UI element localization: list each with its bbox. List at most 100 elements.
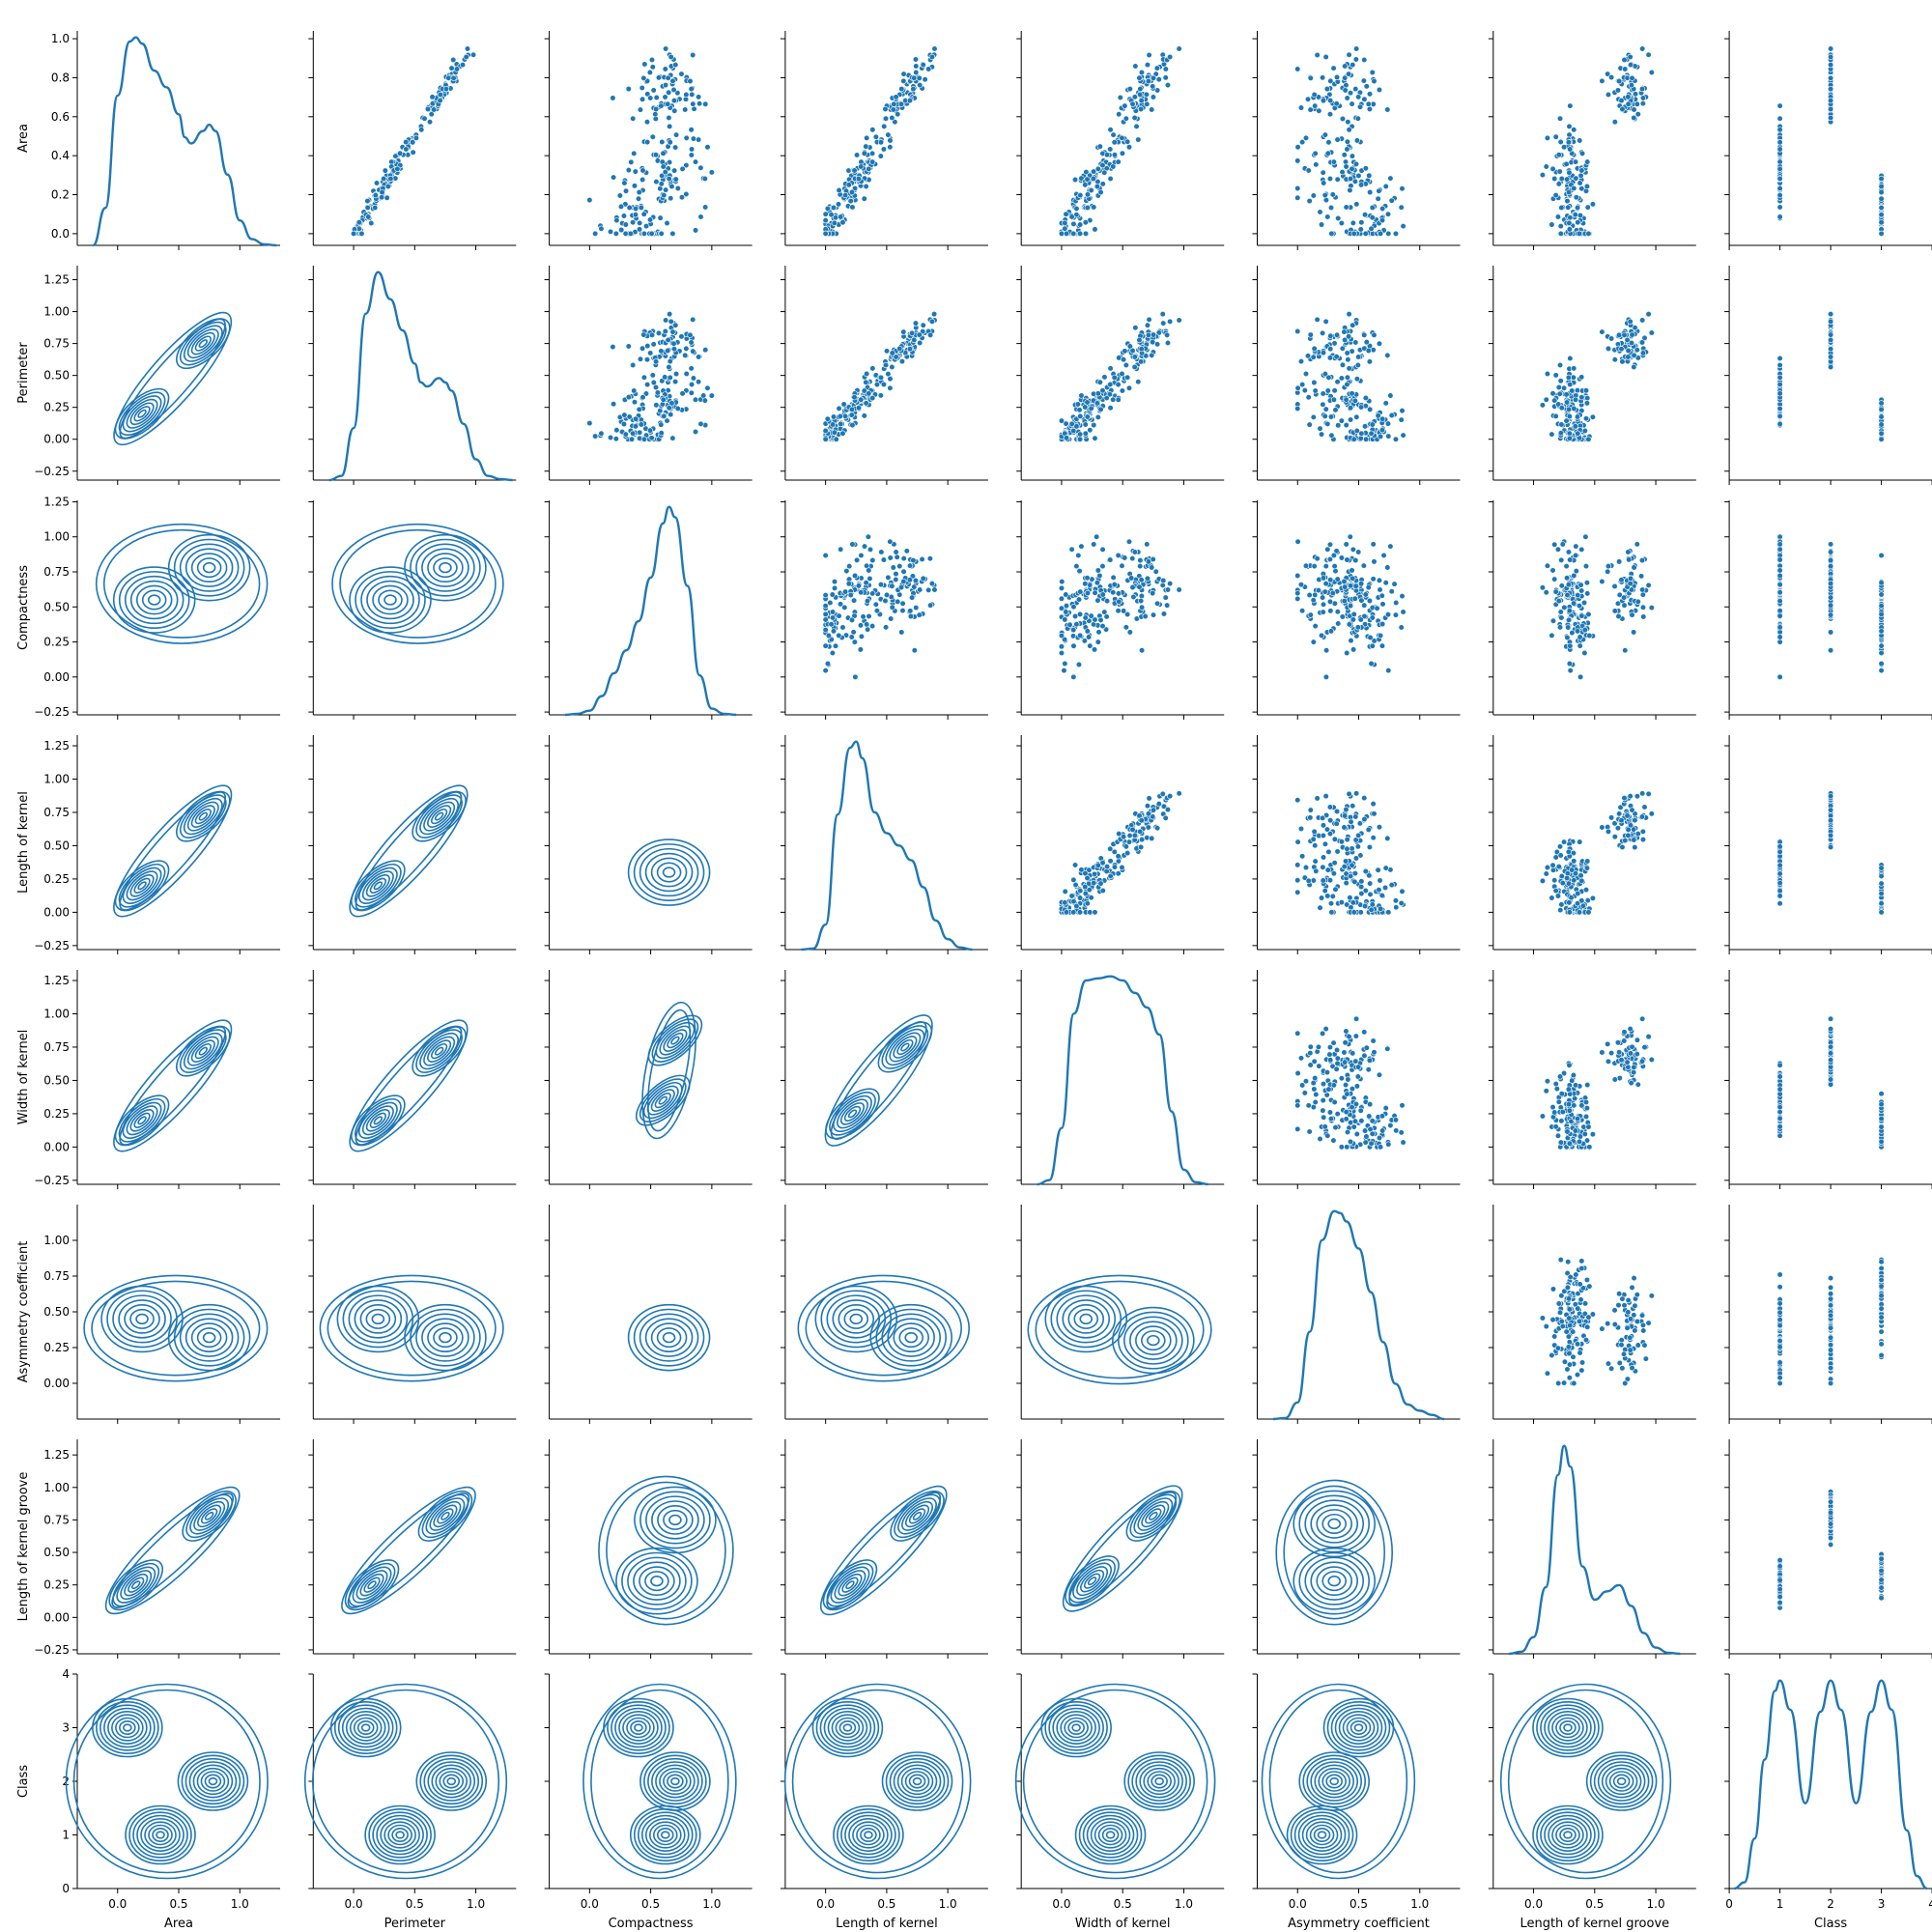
scatter-point [1341,328,1348,335]
scatter-point [893,94,899,100]
scatter-point [469,51,477,58]
scatter-point [384,183,391,190]
scatter-point [637,429,643,436]
scatter-point [1625,354,1632,360]
scatter-point [648,331,656,339]
scatter-point [1365,100,1372,107]
scatter-point [1071,862,1079,868]
scatter-point [1111,374,1118,381]
scatter-point [880,556,888,563]
scatter-point [1327,628,1335,635]
scatter-point [1370,801,1377,808]
scatter-point [1297,104,1305,111]
scatter-point [1138,358,1145,365]
y-tick-label: 0.75 [43,806,70,819]
scatter-point [889,604,895,611]
scatter-point [667,374,673,381]
scatter-point [1115,608,1122,614]
scatter-point [1070,604,1077,611]
y-tick-label: 0.25 [43,401,70,414]
scatter-point [1552,133,1559,140]
scatter-point [1119,150,1125,156]
scatter-point [1096,572,1103,580]
scatter-point [1558,421,1565,428]
y-tick-label: 1.0 [51,32,70,45]
scatter-point [1639,45,1646,52]
scatter-point [1324,150,1331,156]
scatter-point [1639,317,1646,324]
scatter-point [1827,53,1834,61]
scatter-point [1627,581,1634,587]
scatter-point [1369,901,1376,908]
scatter-point [1573,194,1579,201]
scatter-point [1638,339,1646,346]
scatter-point [1648,810,1655,817]
kde-contour [644,852,694,893]
scatter-point [1563,417,1570,424]
scatter-point [1327,817,1334,824]
scatter-point [1164,81,1172,89]
scatter-point [1332,407,1339,413]
scatter-point [848,616,856,624]
scatter-point [1363,339,1370,346]
scatter-point [1092,616,1098,623]
scatter-point [1099,181,1106,187]
kde-contour [114,387,170,440]
scatter-point [1115,396,1122,403]
scatter-point [1326,804,1334,810]
scatter-point [1565,624,1572,631]
scatter-point [1122,554,1128,561]
scatter-point [613,427,620,434]
scatter-point [1343,421,1350,429]
scatter-point [1320,594,1326,601]
scatter-point [861,412,867,419]
scatter-point [1589,895,1597,901]
scatter-point [1392,436,1400,442]
scatter-point [1327,346,1334,353]
scatter-point [1070,876,1077,883]
scatter-point [1326,598,1334,605]
scatter-point [866,612,872,620]
scatter-point [657,214,664,221]
scatter-point [616,192,623,199]
scatter-point [1355,94,1362,100]
scatter-point [1342,63,1349,70]
kde-contour-outer [119,791,226,911]
scatter-point [630,361,637,369]
scatter-point [1311,563,1318,570]
scatter-point [1827,114,1834,122]
scatter-point [1776,608,1783,614]
scatter-point [1132,325,1139,331]
scatter-point [1101,609,1108,615]
scatter-point [1299,382,1306,388]
scatter-point [900,71,907,77]
scatter-point [1063,909,1070,916]
scatter-point [1619,105,1626,113]
scatter-point [910,556,917,564]
scatter-point [1878,219,1885,226]
scatter-point [658,230,665,237]
scatter-point [841,191,849,199]
scatter-point [1556,624,1564,631]
scatter-point [1776,673,1783,680]
scatter-point [1350,646,1357,653]
scatter-point [1878,400,1885,407]
scatter-point [679,165,686,172]
scatter-point [1556,390,1563,397]
scatter-point [927,331,934,339]
scatter-point [1565,406,1573,413]
scatter-point [1077,412,1084,419]
scatter-point [896,563,903,570]
scatter-point [869,556,876,564]
scatter-point [1572,870,1579,877]
scatter-point [900,578,907,585]
scatter-point [829,591,836,598]
scatter-point [1638,86,1646,93]
scatter-point [845,167,852,174]
scatter-point [378,194,385,201]
scatter-point [1145,824,1151,831]
scatter-point [1352,556,1359,564]
scatter-point [1776,589,1783,596]
scatter-point [1350,611,1357,618]
